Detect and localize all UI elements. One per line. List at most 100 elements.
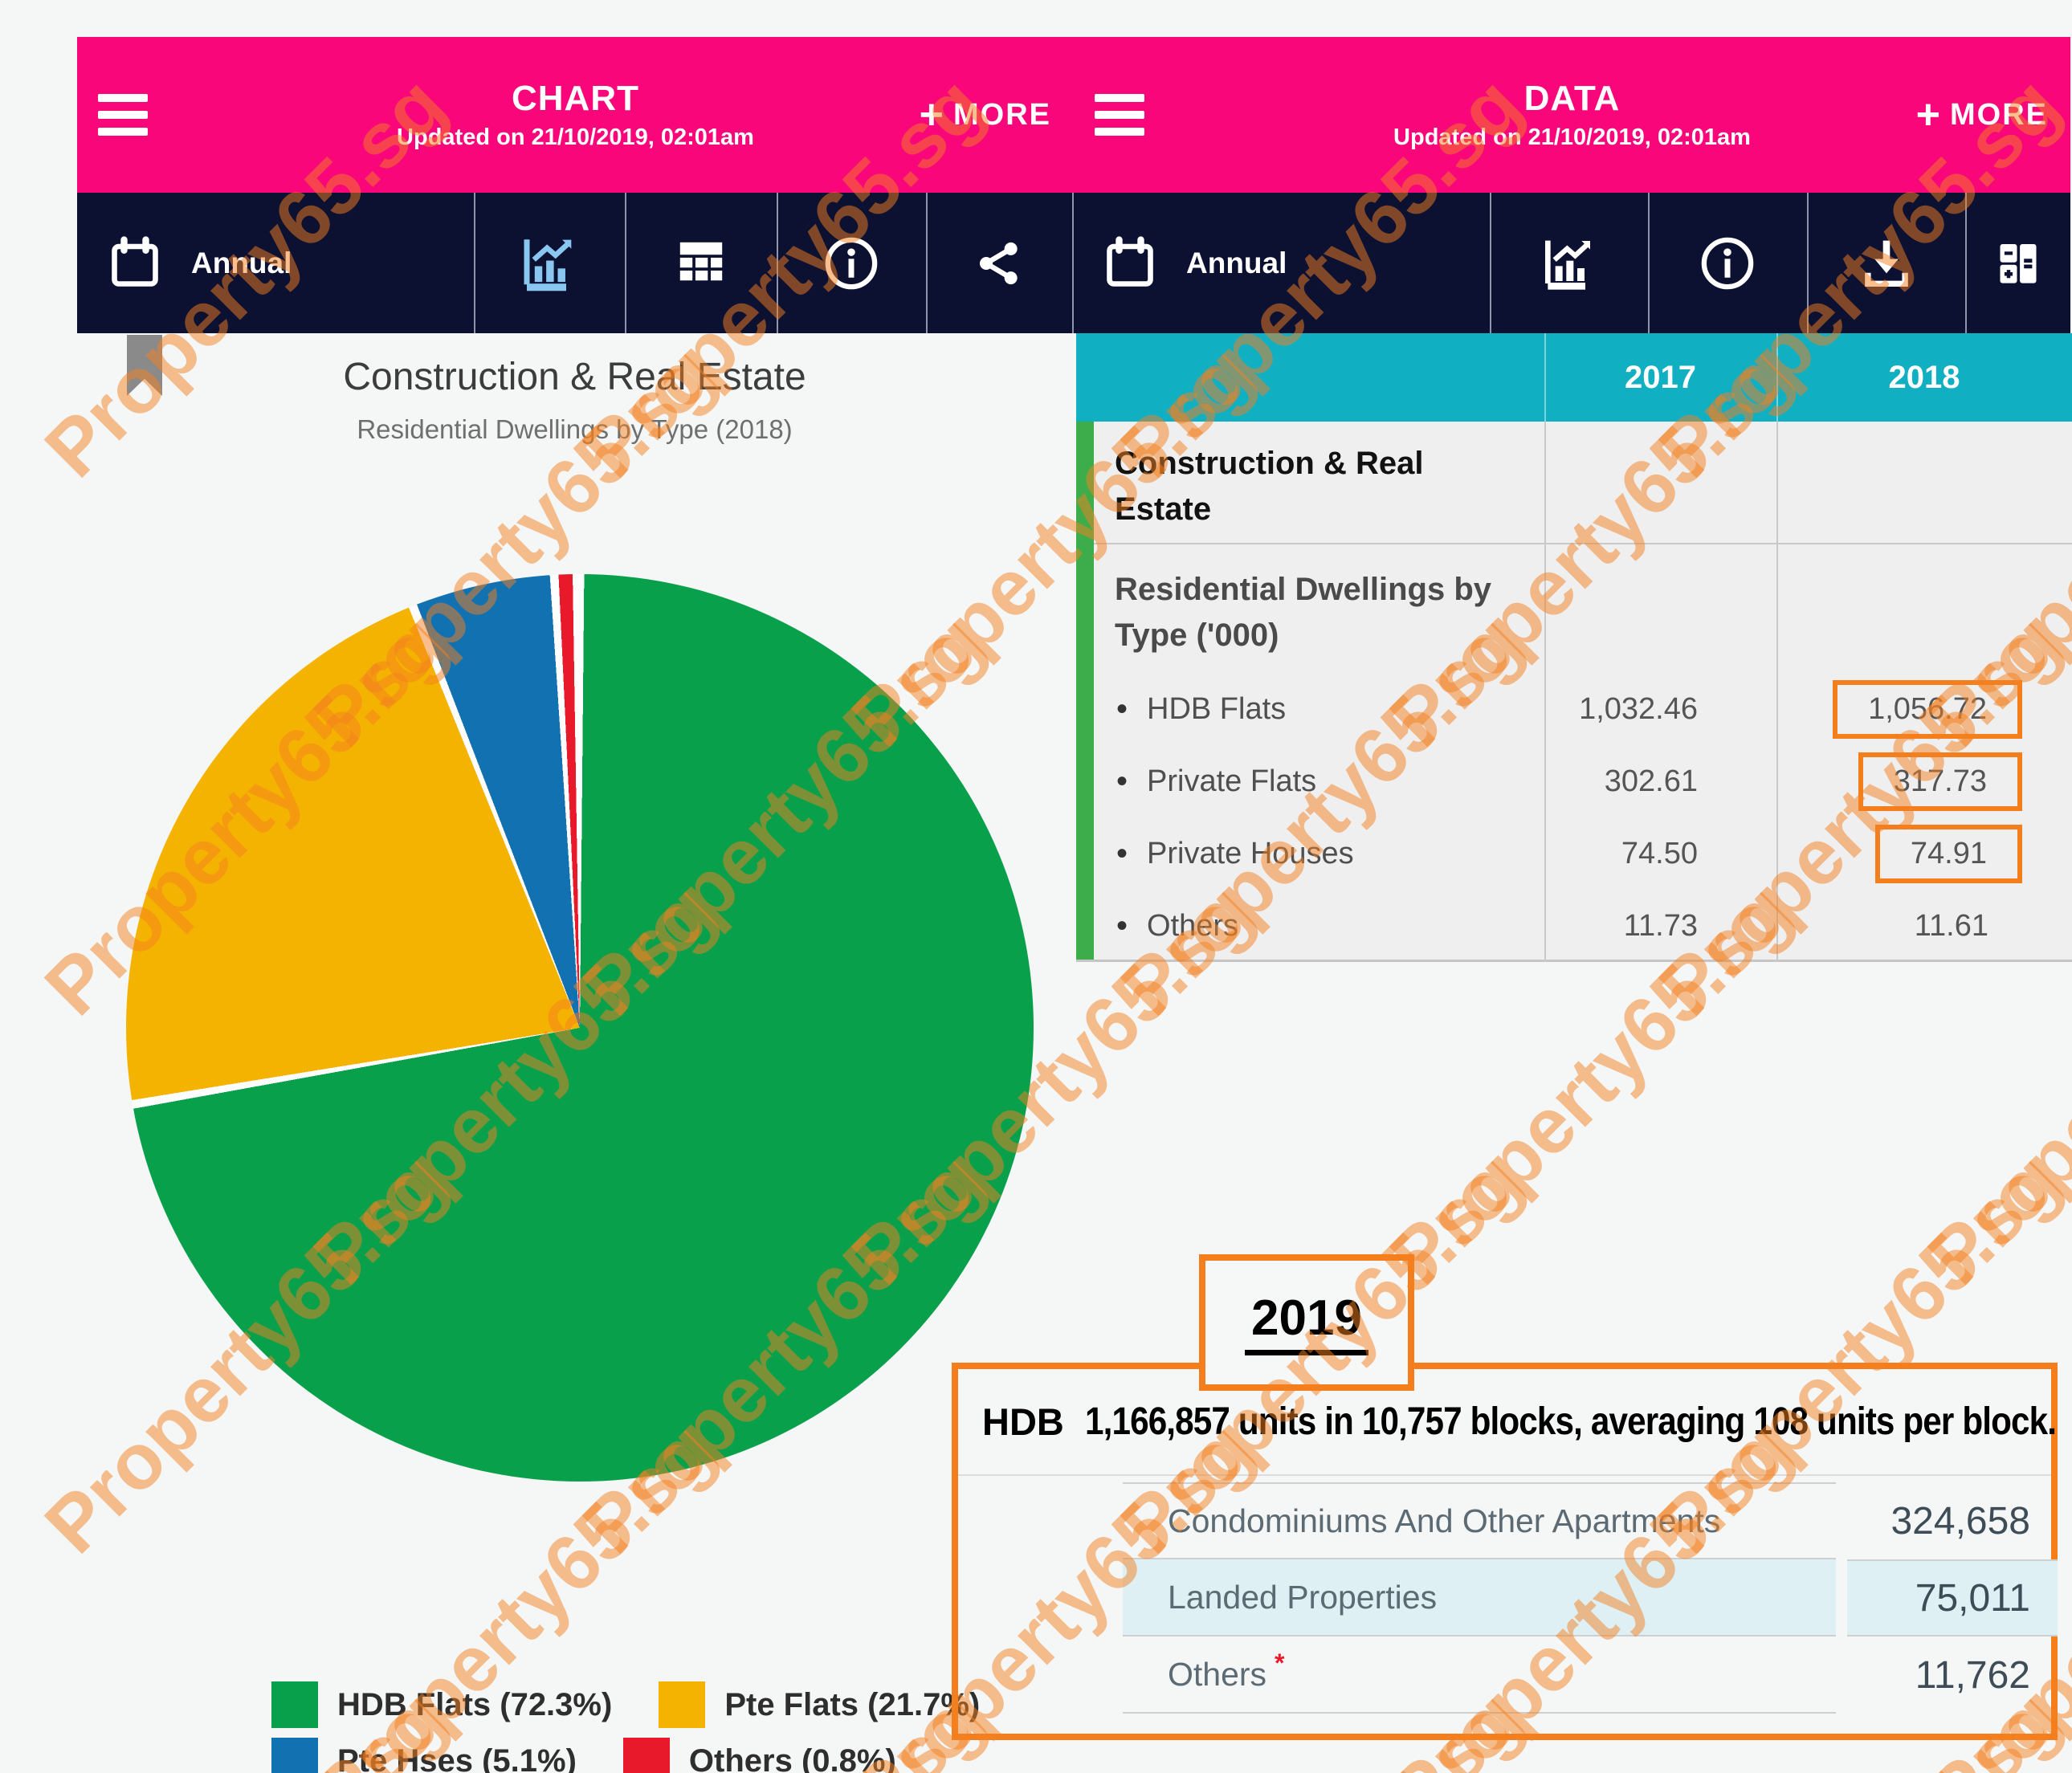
year-text: 2019 — [1245, 1290, 1368, 1355]
empty-cell — [1776, 422, 2072, 543]
chart-info-button[interactable] — [777, 193, 926, 333]
row-label: • Others — [1116, 907, 1239, 944]
legend-item: Pte Flats (21.7%) — [659, 1681, 980, 1728]
menu-icon[interactable] — [1095, 94, 1144, 136]
bar-chart-icon — [1537, 231, 1601, 296]
info-icon — [821, 233, 882, 294]
annotation-label: Condominiums And Other Apartments — [1123, 1482, 1836, 1559]
annotation-value: 11,762 — [1915, 1653, 2030, 1697]
share-icon — [973, 238, 1025, 289]
legend-label: HDB Flats (72.3%) — [337, 1686, 613, 1722]
table-row: • Private Flats 302.61 317.73 — [1076, 745, 2072, 817]
empty-cell — [1544, 422, 1776, 543]
value-2018: 1,056.72 — [1776, 679, 2072, 739]
legend-swatch-others — [622, 1738, 670, 1773]
annotation-label: Others * — [1123, 1636, 1836, 1714]
share-button[interactable] — [926, 193, 1072, 333]
table-header-2018: 2018 — [1888, 359, 1960, 395]
hdb-summary-text: 1,166,857 units in 10,757 blocks, averag… — [1084, 1400, 2057, 1443]
data-header-center: DATA Updated on 21/10/2019, 02:01am — [1393, 79, 1751, 151]
value-2017: 302.61 — [1604, 764, 1698, 798]
table-header-row: 2017 2018 — [1076, 333, 2072, 422]
hdb-summary-row: HDB 1,166,857 units in 10,757 blocks, av… — [958, 1369, 2057, 1476]
toolbar-divider — [1648, 193, 1650, 333]
chart-panel-title: CHART — [512, 79, 639, 118]
table-row: Residential Dwellings by Type ('000) — [1076, 544, 2072, 673]
menu-icon[interactable] — [98, 94, 148, 136]
table-view-button[interactable] — [625, 193, 777, 333]
highlight-box: 74.91 — [1874, 824, 2022, 883]
annotation-row: Condominiums And Other Apartments 324,65… — [1123, 1482, 2058, 1559]
annotation-value: 324,658 — [1890, 1499, 2030, 1543]
legend-swatch-pte-flats — [659, 1681, 706, 1728]
calendar-icon — [106, 234, 164, 292]
value-2017: 11.73 — [1623, 908, 1698, 943]
data-period-selector[interactable]: Annual — [1072, 193, 1490, 333]
table-row: • HDB Flats 1,032.46 1,056.72 — [1076, 673, 2072, 745]
asterisk-icon: * — [1275, 1648, 1285, 1677]
annotation-table: Condominiums And Other Apartments 324,65… — [1123, 1482, 2058, 1714]
toolbar-divider — [777, 193, 778, 333]
legend-swatch-hdb-flats — [271, 1681, 318, 1728]
download-button[interactable] — [1807, 193, 1965, 333]
table-row: • Private Houses 74.50 74.91 — [1076, 817, 2072, 890]
data-chart-view-button[interactable] — [1490, 193, 1648, 333]
toolbar-divider — [474, 193, 475, 333]
table-grid-icon — [671, 234, 731, 293]
calculator-button[interactable] — [1965, 193, 2070, 333]
highlight-box: 317.73 — [1858, 752, 2022, 811]
value-2017: 74.50 — [1621, 836, 1698, 870]
chart-title: Construction & Real Estate — [343, 356, 806, 398]
value-2018: 74.91 — [1776, 824, 2072, 883]
table-body: Construction & Real Estate Residential D… — [1076, 422, 2072, 962]
calculator-icon — [1989, 234, 2047, 292]
value-2017: 1,032.46 — [1579, 691, 1698, 726]
bullet-icon: • — [1116, 907, 1128, 944]
legend-label: Pte Flats (21.7%) — [724, 1686, 981, 1722]
chart-more-button[interactable]: + MORE — [919, 92, 1051, 138]
pie-legend: HDB Flats (72.3%) Pte Flats (21.7%) Pte … — [271, 1681, 980, 1773]
category-color-strip — [1076, 422, 1094, 960]
value-2018: 11.61 — [1914, 908, 1988, 943]
data-updated-text: Updated on 21/10/2019, 02:01am — [1393, 124, 1751, 150]
table-header-2017: 2017 — [1625, 359, 1696, 395]
value-2018: 317.73 — [1776, 752, 2072, 811]
data-panel-title: DATA — [1523, 79, 1621, 118]
data-header: DATA Updated on 21/10/2019, 02:01am + MO… — [1074, 37, 2070, 193]
plus-icon: + — [919, 92, 944, 138]
column-divider — [1544, 333, 1546, 422]
legend-row: Pte Hses (5.1%) Others (0.8%) — [271, 1738, 980, 1773]
bullet-icon: • — [1116, 763, 1128, 799]
chart-subtitle: Residential Dwellings by Type (2018) — [357, 414, 793, 444]
pie-chart — [126, 574, 1034, 1482]
data-info-button[interactable] — [1648, 193, 1807, 333]
annotation-label: Landed Properties — [1123, 1559, 1836, 1636]
row-label: • Private Houses — [1116, 835, 1354, 871]
empty-cell — [1544, 544, 1776, 673]
row-label: • Private Flats — [1116, 763, 1317, 799]
subsection-label: Residential Dwellings by Type ('000) — [1115, 572, 1492, 653]
plus-icon: + — [1915, 92, 1940, 138]
legend-item: Others (0.8%) — [622, 1738, 896, 1773]
section-label: Construction & Real Estate — [1115, 446, 1424, 527]
column-divider — [1544, 422, 1546, 962]
chart-view-button[interactable] — [474, 193, 625, 333]
highlight-box: 1,056.72 — [1833, 679, 2022, 739]
toolbar-divider — [625, 193, 626, 333]
data-more-button[interactable]: + MORE — [1915, 92, 2048, 138]
table-row: • Others 11.73 11.61 — [1076, 890, 2072, 962]
legend-item: HDB Flats (72.3%) — [271, 1681, 612, 1728]
chart-header-center: CHART Updated on 21/10/2019, 02:01am — [397, 79, 754, 151]
toolbar: Annual — [77, 193, 2070, 333]
bar-chart-icon — [516, 230, 583, 297]
hdb-label: HDB — [982, 1400, 1064, 1443]
annotation-value: 75,011 — [1847, 1559, 2058, 1636]
toolbar-divider — [1490, 193, 1491, 333]
row-label: • HDB Flats — [1116, 691, 1287, 727]
column-divider — [1776, 422, 1778, 962]
download-icon — [1857, 234, 1916, 293]
data-table: 2017 2018 Construction & Real Estate Res… — [1076, 333, 2072, 962]
info-icon — [1697, 233, 1758, 294]
chart-period-selector[interactable]: Annual — [77, 193, 474, 333]
